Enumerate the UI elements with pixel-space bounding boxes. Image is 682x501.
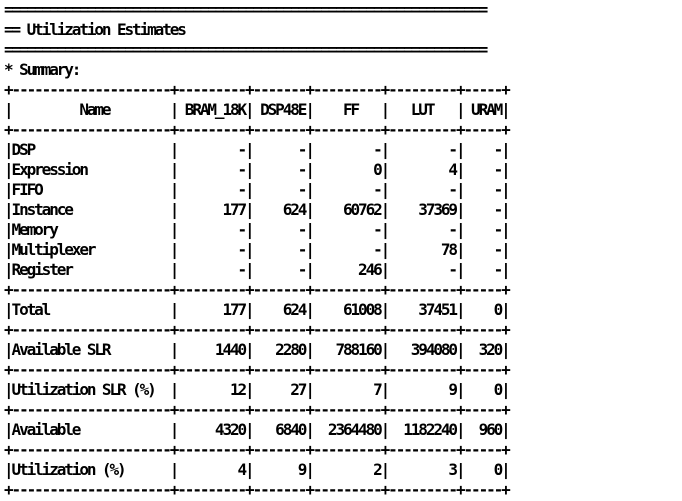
table-border: +---------------------+---------+-------… (4, 80, 511, 99)
table-row-expression: |Expression | -| -| 0| 4| -| (4, 160, 511, 179)
table-border: +---------------------+---------+-------… (4, 480, 511, 499)
summary-label: * Summary: (4, 60, 81, 79)
table-row-utilization-slr: |Utilization SLR (%) | 12| 27| 7| 9| 0| (4, 380, 511, 399)
table-header-row: | Name | BRAM_18K| DSP48E| FF | LUT | UR… (4, 100, 511, 119)
table-row-multiplexer: |Multiplexer | -| -| -| 78| -| (4, 240, 511, 259)
table-border: +---------------------+---------+-------… (4, 320, 511, 339)
table-row-register: |Register | -| -| 246| -| -| (4, 260, 511, 279)
table-border: +---------------------+---------+-------… (4, 280, 511, 299)
table-border: +---------------------+---------+-------… (4, 440, 511, 459)
table-row-instance: |Instance | 177| 624| 60762| 37369| -| (4, 200, 511, 219)
top-rule: ========================================… (4, 0, 488, 19)
table-row-fifo: |FIFO | -| -| -| -| -| (4, 180, 511, 199)
utilization-report: ========================================… (4, 0, 511, 500)
table-row-available: |Available | 4320| 6840| 2364480| 118224… (4, 420, 511, 439)
table-row-utilization: |Utilization (%) | 4| 9| 2| 3| 0| (4, 460, 511, 479)
table-border: +---------------------+---------+-------… (4, 120, 511, 139)
table-border: +---------------------+---------+-------… (4, 400, 511, 419)
bottom-rule: ========================================… (4, 40, 488, 59)
table-row-memory: |Memory | -| -| -| -| -| (4, 220, 511, 239)
table-row-dsp: |DSP | -| -| -| -| -| (4, 140, 511, 159)
table-border: +---------------------+---------+-------… (4, 360, 511, 379)
report-heading: == Utilization Estimates (4, 20, 187, 39)
table-row-available-slr: |Available SLR | 1440| 2280| 788160| 394… (4, 340, 511, 359)
table-row-total: |Total | 177| 624| 61008| 37451| 0| (4, 300, 511, 319)
